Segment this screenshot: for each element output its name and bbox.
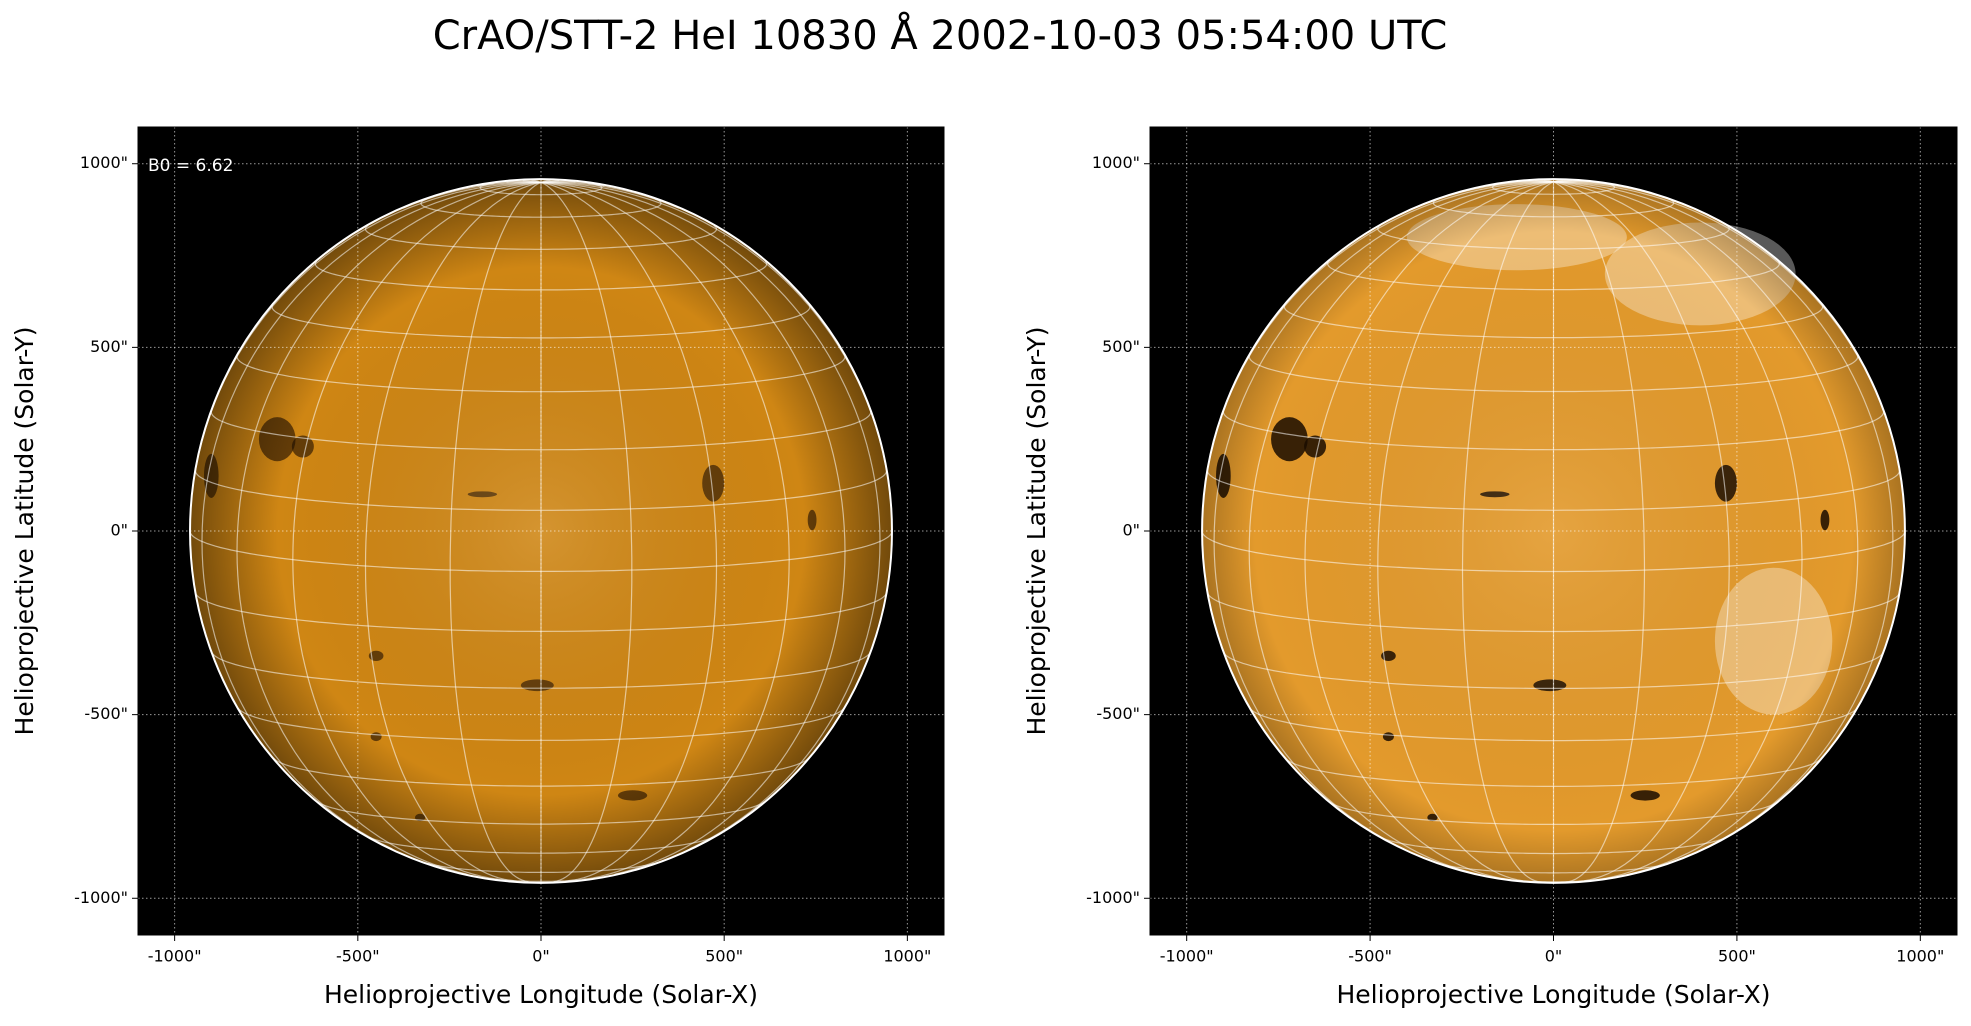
y-tick-label: 500" — [1102, 337, 1140, 356]
heliographic-grid — [1213, 181, 1554, 850]
heliographic-grid — [273, 757, 809, 787]
heliographic-grid — [271, 304, 811, 339]
heliographic-grid — [369, 836, 713, 854]
y-tick-label: -500" — [84, 704, 128, 723]
heliographic-grid — [495, 878, 587, 882]
x-tick-label: 1000" — [883, 947, 931, 966]
heliographic-grid — [1249, 707, 1858, 742]
heliographic-grid — [540, 180, 560, 183]
y-axis-label: Helioprojective Latitude (Solar-Y) — [10, 327, 39, 736]
heliographic-grid — [1206, 470, 1901, 511]
heliographic-grid — [1377, 224, 1730, 250]
heliographic-grid — [1304, 181, 1554, 881]
heliographic-grid — [1285, 758, 1822, 787]
axes: -1000" -500" 0" 500" 1000" -1000" -500" 0" 500" 1… — [1022, 126, 1958, 1009]
x-tick-label: 500" — [705, 947, 743, 966]
y-tick-label: 1000" — [80, 153, 128, 172]
x-tick-label: -1000" — [148, 947, 202, 966]
y-tick-label: 500" — [90, 337, 128, 356]
heliographic-grid — [1553, 181, 1894, 850]
heliographic-grid — [201, 181, 542, 850]
heliographic-grid — [540, 181, 881, 850]
heliographic-grid — [479, 182, 603, 196]
x-axis-label: Helioprojective Longitude (Solar-X) — [324, 980, 758, 1009]
y-tick-label: 0" — [110, 521, 128, 540]
heliographic-grid — [540, 181, 718, 882]
heliographic-grid — [1491, 182, 1616, 195]
x-tick-label: 0" — [532, 947, 550, 966]
plot-frame — [1149, 126, 1958, 936]
y-tick-label: -1000" — [74, 888, 128, 907]
heliographic-grid — [194, 470, 888, 511]
y-tick-label: -500" — [1096, 704, 1140, 723]
heliographic-grid — [540, 181, 633, 883]
x-tick-label: -500" — [336, 947, 380, 966]
heliographic-grid — [1440, 863, 1667, 874]
heliographic-grid — [420, 198, 662, 218]
heliographic-grid — [1326, 260, 1781, 291]
heliographic-grid — [210, 410, 872, 451]
heliographic-grid — [540, 179, 551, 183]
axes: -1000" -500" 0" 500" 1000" -1000" -500" 0" 500" 1… — [10, 126, 945, 1009]
heliographic-grid — [540, 181, 790, 880]
heliographic-grid — [364, 225, 718, 250]
x-tick-label: -1000" — [1160, 947, 1214, 966]
x-tick-label: 1000" — [1896, 947, 1944, 966]
heliographic-grid — [236, 181, 542, 875]
heliographic-grid — [540, 181, 846, 875]
heliographic-grid — [292, 181, 542, 880]
heliographic-grid — [1222, 410, 1885, 451]
heliographic-grid — [1381, 836, 1726, 855]
annotation: B0 = 6.62 — [148, 156, 233, 176]
heliographic-grid — [1283, 304, 1824, 339]
heliographic-grid — [1432, 198, 1675, 218]
heliographic-grid — [1553, 181, 1730, 883]
y-tick-label: 1000" — [1092, 153, 1140, 172]
heliographic-grid — [314, 260, 768, 291]
y-tick-label: -1000" — [1086, 888, 1140, 907]
heliographic-grid — [364, 181, 542, 882]
figure-title: CrAO/STT-2 HeI 10830 Å 2002-10-03 05:54:… — [433, 11, 1448, 59]
x-tick-label: 500" — [1718, 947, 1756, 966]
heliographic-grid — [1248, 181, 1554, 876]
heliographic-grid — [449, 181, 542, 883]
plot-frame — [137, 126, 945, 936]
x-axis-label: Helioprojective Longitude (Solar-X) — [1336, 980, 1770, 1009]
heliographic-grid — [1553, 181, 1859, 876]
y-tick-label: 0" — [1122, 521, 1140, 540]
heliographic-grid — [1553, 181, 1803, 881]
heliographic-grid — [1377, 181, 1554, 883]
heliographic-grid — [1553, 181, 1646, 883]
y-axis-label: Helioprojective Latitude (Solar-Y) — [1022, 327, 1051, 736]
x-tick-label: -500" — [1348, 947, 1392, 966]
heliographic-grid — [1461, 181, 1554, 883]
x-tick-label: 0" — [1545, 947, 1563, 966]
